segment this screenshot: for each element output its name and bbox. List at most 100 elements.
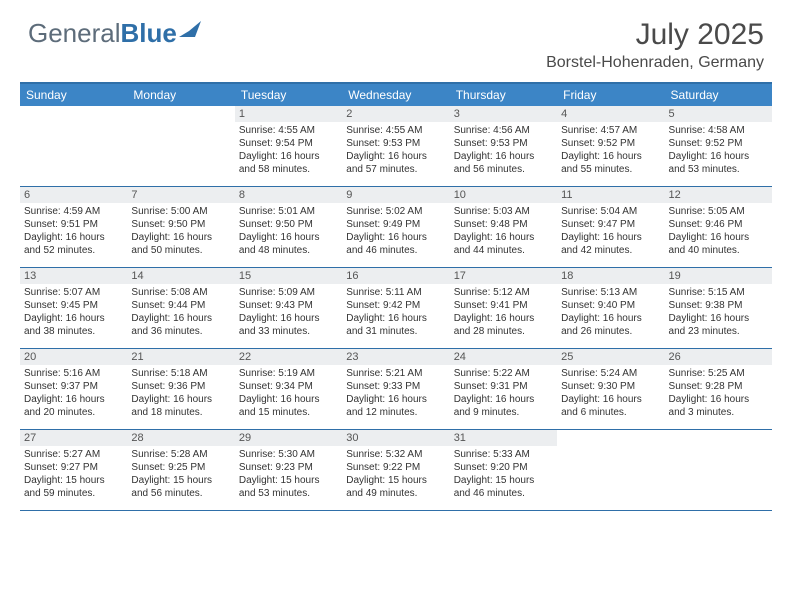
weekday-header: Wednesday xyxy=(342,84,449,106)
day-line: Daylight: 16 hours xyxy=(669,393,768,406)
day-cell: 14Sunrise: 5:08 AMSunset: 9:44 PMDayligh… xyxy=(127,268,234,348)
location: Borstel-Hohenraden, Germany xyxy=(546,54,764,72)
day-line: Sunset: 9:33 PM xyxy=(346,380,445,393)
day-line: and 53 minutes. xyxy=(239,487,338,500)
day-details: Sunrise: 4:55 AMSunset: 9:54 PMDaylight:… xyxy=(235,122,342,180)
day-line: Sunset: 9:42 PM xyxy=(346,299,445,312)
day-cell: 16Sunrise: 5:11 AMSunset: 9:42 PMDayligh… xyxy=(342,268,449,348)
day-line: Sunset: 9:30 PM xyxy=(561,380,660,393)
day-number: 19 xyxy=(665,268,772,284)
day-line: Sunrise: 5:33 AM xyxy=(454,448,553,461)
day-line: and 23 minutes. xyxy=(669,325,768,338)
day-details: Sunrise: 4:59 AMSunset: 9:51 PMDaylight:… xyxy=(20,203,127,261)
day-line: Sunset: 9:50 PM xyxy=(239,218,338,231)
day-line: Sunset: 9:46 PM xyxy=(669,218,768,231)
day-line: Sunrise: 5:22 AM xyxy=(454,367,553,380)
day-line: Sunrise: 5:09 AM xyxy=(239,286,338,299)
weekday-header: Sunday xyxy=(20,84,127,106)
day-line: Sunset: 9:54 PM xyxy=(239,137,338,150)
day-line: Sunrise: 5:02 AM xyxy=(346,205,445,218)
day-cell xyxy=(20,106,127,186)
day-line: and 46 minutes. xyxy=(454,487,553,500)
day-number: 29 xyxy=(235,430,342,446)
day-line: Daylight: 15 hours xyxy=(346,474,445,487)
day-line: Daylight: 16 hours xyxy=(346,393,445,406)
day-line: Sunset: 9:20 PM xyxy=(454,461,553,474)
day-line: Sunrise: 5:28 AM xyxy=(131,448,230,461)
day-line: Daylight: 15 hours xyxy=(131,474,230,487)
day-number: 3 xyxy=(450,106,557,122)
day-number: 2 xyxy=(342,106,449,122)
day-details: Sunrise: 5:09 AMSunset: 9:43 PMDaylight:… xyxy=(235,284,342,342)
week-row: 13Sunrise: 5:07 AMSunset: 9:45 PMDayligh… xyxy=(20,268,772,349)
day-line: and 26 minutes. xyxy=(561,325,660,338)
day-line: Daylight: 16 hours xyxy=(561,312,660,325)
calendar: SundayMondayTuesdayWednesdayThursdayFrid… xyxy=(20,82,772,511)
day-cell: 5Sunrise: 4:58 AMSunset: 9:52 PMDaylight… xyxy=(665,106,772,186)
day-cell: 22Sunrise: 5:19 AMSunset: 9:34 PMDayligh… xyxy=(235,349,342,429)
day-cell xyxy=(127,106,234,186)
day-line: Sunrise: 5:07 AM xyxy=(24,286,123,299)
day-cell: 12Sunrise: 5:05 AMSunset: 9:46 PMDayligh… xyxy=(665,187,772,267)
day-line: Daylight: 16 hours xyxy=(239,150,338,163)
day-cell: 15Sunrise: 5:09 AMSunset: 9:43 PMDayligh… xyxy=(235,268,342,348)
weekday-header: Friday xyxy=(557,84,664,106)
day-line: Sunrise: 5:19 AM xyxy=(239,367,338,380)
day-line: and 38 minutes. xyxy=(24,325,123,338)
day-line: Sunrise: 5:16 AM xyxy=(24,367,123,380)
day-number: 22 xyxy=(235,349,342,365)
day-line: Sunrise: 5:24 AM xyxy=(561,367,660,380)
day-details xyxy=(557,446,664,452)
day-details: Sunrise: 5:24 AMSunset: 9:30 PMDaylight:… xyxy=(557,365,664,423)
day-details: Sunrise: 5:01 AMSunset: 9:50 PMDaylight:… xyxy=(235,203,342,261)
day-cell: 7Sunrise: 5:00 AMSunset: 9:50 PMDaylight… xyxy=(127,187,234,267)
brand-part1: General xyxy=(28,18,121,48)
day-line: and 6 minutes. xyxy=(561,406,660,419)
day-number: 7 xyxy=(127,187,234,203)
day-details xyxy=(665,446,772,452)
day-details: Sunrise: 5:05 AMSunset: 9:46 PMDaylight:… xyxy=(665,203,772,261)
day-line: and 49 minutes. xyxy=(346,487,445,500)
day-details: Sunrise: 4:58 AMSunset: 9:52 PMDaylight:… xyxy=(665,122,772,180)
day-details: Sunrise: 4:57 AMSunset: 9:52 PMDaylight:… xyxy=(557,122,664,180)
day-number: 23 xyxy=(342,349,449,365)
day-line: Daylight: 16 hours xyxy=(239,393,338,406)
day-line: Sunset: 9:38 PM xyxy=(669,299,768,312)
day-line: Sunrise: 5:30 AM xyxy=(239,448,338,461)
day-line: Daylight: 16 hours xyxy=(454,150,553,163)
day-cell: 21Sunrise: 5:18 AMSunset: 9:36 PMDayligh… xyxy=(127,349,234,429)
day-cell: 3Sunrise: 4:56 AMSunset: 9:53 PMDaylight… xyxy=(450,106,557,186)
day-details: Sunrise: 5:11 AMSunset: 9:42 PMDaylight:… xyxy=(342,284,449,342)
day-line: and 28 minutes. xyxy=(454,325,553,338)
day-line: and 20 minutes. xyxy=(24,406,123,419)
day-line: and 3 minutes. xyxy=(669,406,768,419)
weekday-header: Saturday xyxy=(665,84,772,106)
day-number: 31 xyxy=(450,430,557,446)
day-line: Sunset: 9:44 PM xyxy=(131,299,230,312)
day-details: Sunrise: 5:07 AMSunset: 9:45 PMDaylight:… xyxy=(20,284,127,342)
day-number: 27 xyxy=(20,430,127,446)
day-line: and 48 minutes. xyxy=(239,244,338,257)
day-line: Sunset: 9:41 PM xyxy=(454,299,553,312)
brand-text: GeneralBlue xyxy=(28,18,177,49)
day-details: Sunrise: 5:13 AMSunset: 9:40 PMDaylight:… xyxy=(557,284,664,342)
day-number: 5 xyxy=(665,106,772,122)
week-row: 1Sunrise: 4:55 AMSunset: 9:54 PMDaylight… xyxy=(20,106,772,187)
day-cell: 8Sunrise: 5:01 AMSunset: 9:50 PMDaylight… xyxy=(235,187,342,267)
weekday-header: Tuesday xyxy=(235,84,342,106)
day-line: and 9 minutes. xyxy=(454,406,553,419)
day-line: Daylight: 16 hours xyxy=(131,231,230,244)
day-cell: 2Sunrise: 4:55 AMSunset: 9:53 PMDaylight… xyxy=(342,106,449,186)
day-line: Sunrise: 5:03 AM xyxy=(454,205,553,218)
day-line: and 50 minutes. xyxy=(131,244,230,257)
day-line: Sunrise: 4:59 AM xyxy=(24,205,123,218)
day-number xyxy=(665,430,772,446)
day-line: Daylight: 16 hours xyxy=(669,150,768,163)
day-line: Daylight: 16 hours xyxy=(346,312,445,325)
month-title: July 2025 xyxy=(546,18,764,52)
day-cell: 10Sunrise: 5:03 AMSunset: 9:48 PMDayligh… xyxy=(450,187,557,267)
week-row: 6Sunrise: 4:59 AMSunset: 9:51 PMDaylight… xyxy=(20,187,772,268)
day-number: 1 xyxy=(235,106,342,122)
day-line: Daylight: 16 hours xyxy=(131,393,230,406)
day-line: Daylight: 16 hours xyxy=(239,312,338,325)
